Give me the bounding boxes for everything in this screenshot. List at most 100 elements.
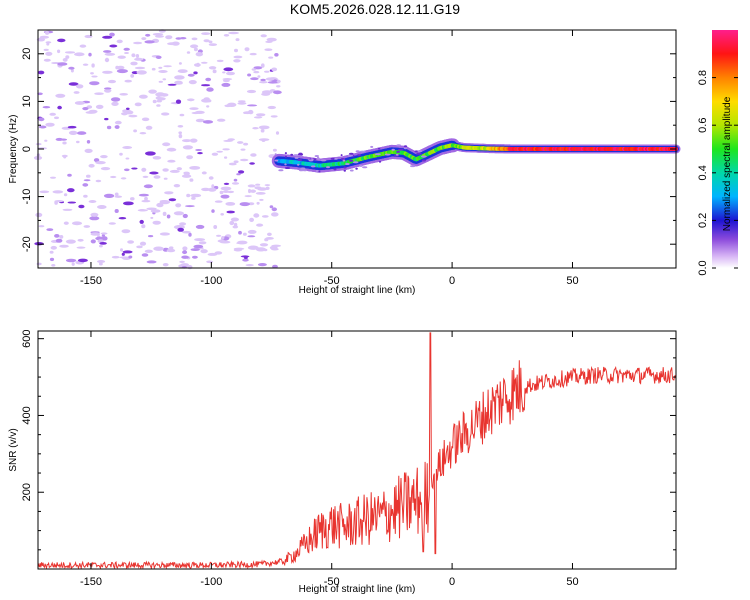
ridge-scatter: [403, 147, 407, 150]
noise-blob: [242, 258, 249, 262]
noise-blob: [260, 128, 265, 133]
noise-blob: [131, 167, 138, 170]
noise-blob: [90, 72, 94, 75]
noise-blob: [201, 84, 211, 87]
noise-blob: [176, 167, 182, 171]
noise-blob: [36, 262, 42, 266]
noise-blob: [217, 118, 226, 122]
noise-blob: [272, 264, 278, 269]
noise-blob: [221, 236, 225, 240]
noise-blob: [257, 263, 267, 267]
noise-blob: [182, 246, 188, 251]
noise-blob: [49, 112, 56, 116]
noise-blob: [171, 41, 180, 46]
ridge-scatter: [297, 159, 303, 161]
noise-blob: [224, 104, 232, 108]
ridge-scatter: [349, 169, 354, 172]
noise-blob: [219, 190, 224, 195]
noise-blob: [163, 177, 168, 180]
noise-blob: [220, 194, 230, 199]
colorbar-tick-label: 0.0: [697, 260, 709, 275]
ridge-scatter: [391, 148, 395, 151]
ridge-scatter: [293, 154, 299, 157]
noise-blob: [247, 229, 257, 234]
noise-blob: [131, 53, 136, 58]
noise-blob: [260, 78, 266, 82]
noise-blob: [65, 55, 70, 59]
noise-blob: [227, 138, 235, 141]
noise-blob: [189, 138, 198, 143]
noise-blob: [119, 152, 123, 156]
noise-blob: [190, 193, 202, 198]
noise-blob: [37, 92, 43, 96]
noise-blob: [212, 69, 217, 74]
noise-blob: [89, 216, 100, 221]
noise-blob: [252, 127, 259, 130]
noise-blob: [93, 158, 100, 163]
ridge-scatter: [315, 169, 319, 172]
noise-blob: [187, 73, 195, 77]
noise-blob: [148, 89, 157, 94]
noise-blob: [269, 205, 274, 209]
noise-blob: [125, 157, 130, 160]
noise-blob: [139, 241, 147, 246]
noise-blob: [62, 208, 73, 211]
noise-blob: [134, 102, 142, 107]
noise-blob: [181, 174, 192, 178]
noise-blob: [136, 245, 143, 249]
noise-blob: [264, 184, 271, 187]
noise-blob: [124, 52, 129, 54]
noise-blob: [114, 192, 119, 197]
ridge-scatter: [374, 153, 381, 156]
noise-blob: [207, 252, 218, 256]
noise-blob: [188, 232, 192, 237]
noise-blob: [76, 131, 87, 135]
noise-blob: [161, 112, 170, 116]
noise-blob: [155, 92, 166, 97]
y-tick-label: 10: [21, 95, 33, 107]
noise-blob: [238, 170, 245, 174]
noise-blob: [139, 132, 147, 135]
noise-blob: [152, 220, 161, 225]
noise-blob: [144, 196, 148, 201]
noise-blob: [195, 224, 205, 229]
noise-blob: [59, 235, 64, 239]
noise-blob: [178, 134, 183, 139]
ridge-scatter: [340, 158, 346, 160]
noise-blob: [260, 34, 267, 38]
noise-blob: [258, 125, 270, 130]
ridge-scatter: [417, 150, 423, 153]
noise-blob: [144, 40, 155, 44]
noise-blob: [104, 52, 116, 56]
noise-blob: [257, 75, 261, 78]
noise-blob: [95, 179, 102, 183]
noise-blob: [95, 104, 104, 109]
noise-blob: [214, 251, 223, 255]
x-tick-label: -150: [80, 275, 102, 287]
noise-blob: [187, 265, 193, 270]
noise-blob: [144, 249, 153, 253]
noise-blob: [143, 184, 153, 189]
noise-blob: [255, 192, 266, 195]
noise-blob: [100, 167, 111, 171]
noise-blob: [158, 70, 168, 73]
colorbar-label: Normalized spectral amplitude: [722, 96, 733, 231]
noise-blob: [156, 104, 161, 107]
snr-marks: [38, 332, 676, 569]
noise-blob: [224, 156, 228, 159]
noise-blob: [174, 75, 185, 80]
ridge-scatter: [290, 153, 294, 156]
noise-blob: [43, 48, 49, 52]
noise-blob: [222, 71, 226, 74]
noise-blob: [246, 89, 257, 94]
noise-blob: [114, 125, 120, 129]
noise-blob: [201, 187, 211, 192]
noise-blob: [182, 145, 193, 150]
chart-title: KOM5.2026.028.12.11.G19: [289, 1, 461, 17]
noise-blob: [194, 63, 201, 67]
noise-blob: [274, 53, 279, 57]
ridge-scatter: [370, 145, 374, 148]
ridge-scatter: [343, 166, 347, 169]
noise-blob: [231, 182, 240, 185]
ridge-scatter: [284, 152, 287, 155]
